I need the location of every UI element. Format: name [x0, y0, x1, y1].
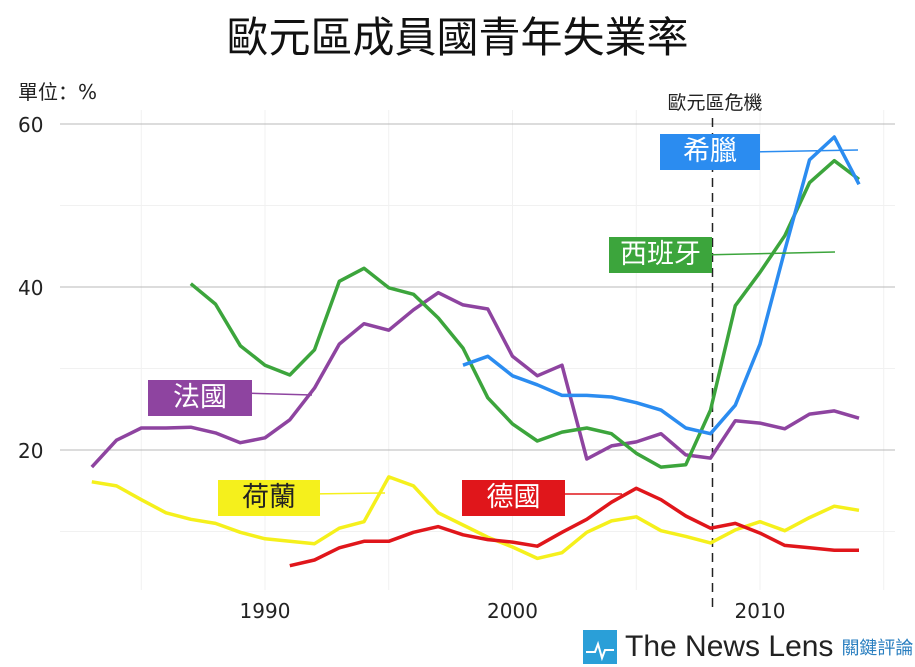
x-tick-label: 2010 [735, 599, 786, 623]
series-line-1 [189, 158, 861, 469]
label-greece: 希臘 [660, 134, 760, 170]
x-tick-label: 1990 [240, 599, 291, 623]
chart-title: 歐元區成員國青年失業率 [226, 13, 689, 62]
y-tick-label: 20 [18, 439, 43, 463]
y-tick-label: 40 [18, 276, 43, 300]
x-tick-label: 2000 [487, 599, 538, 623]
y-tick-label: 60 [18, 113, 43, 137]
crisis-label: 歐元區危機 [668, 92, 763, 114]
label-germany: 德國 [462, 480, 565, 516]
series-line-2 [90, 290, 860, 469]
leader-line [747, 149, 859, 153]
leader-line [699, 251, 836, 256]
series-line-4 [289, 486, 859, 568]
leader-line [307, 492, 386, 495]
y-axis-unit: 單位：% [18, 80, 98, 104]
label-spain: 西班牙 [609, 237, 712, 273]
label-netherlands: 荷蘭 [218, 480, 320, 516]
series-line-0 [462, 135, 861, 436]
series-line-3 [91, 475, 860, 561]
logo-pulse-icon [583, 630, 617, 664]
logo-cn: 關鍵評論 [841, 638, 914, 659]
label-france: 法國 [148, 380, 252, 416]
leader-line [239, 392, 313, 396]
logo-text: The News Lens [625, 630, 834, 663]
logo: The News Lens 關鍵評論 [583, 630, 913, 664]
